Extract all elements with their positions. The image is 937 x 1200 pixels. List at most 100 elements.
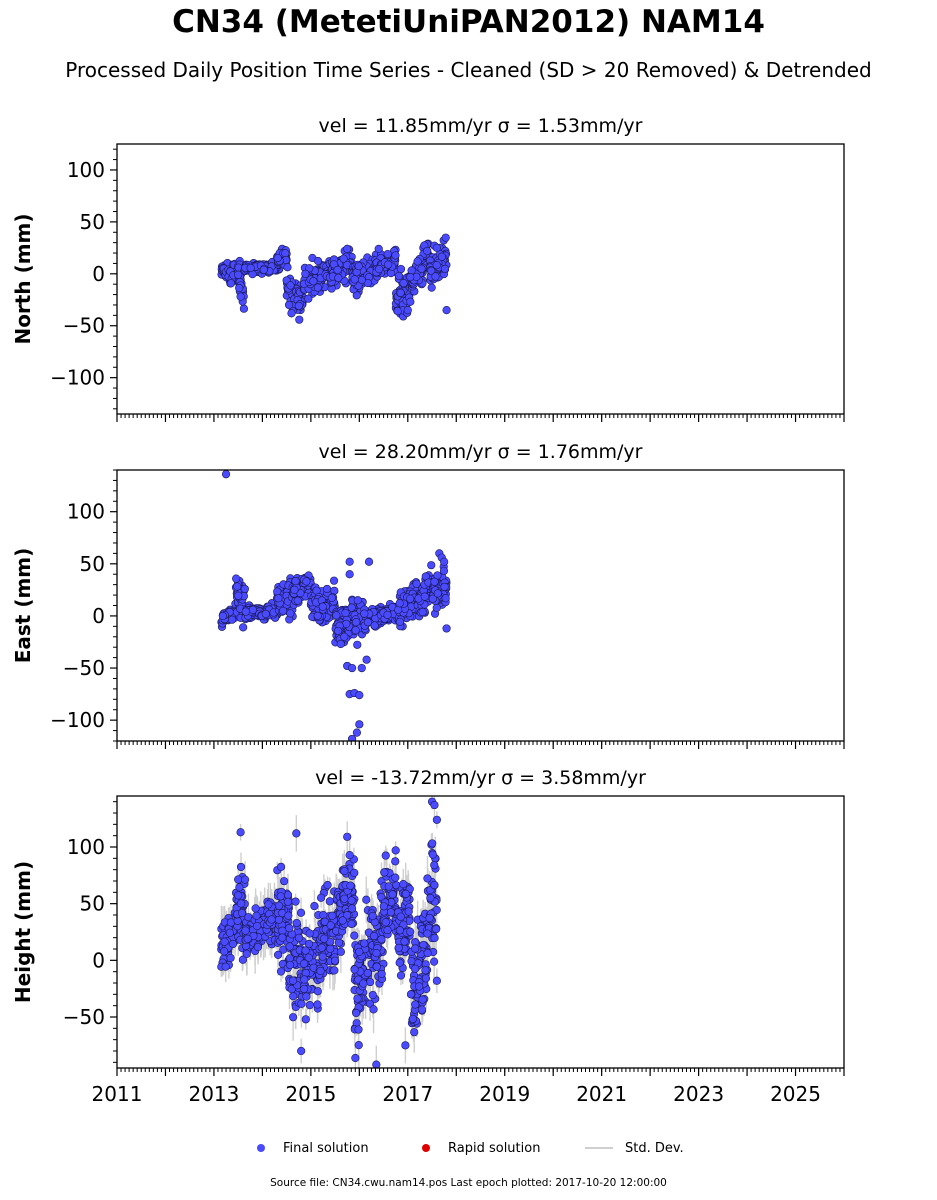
data-point-final	[261, 609, 270, 619]
data-point-final	[407, 266, 416, 275]
data-point-final	[423, 246, 432, 256]
data-point-final	[406, 273, 415, 282]
y-tick-label: −100	[50, 708, 105, 732]
data-point-final	[278, 606, 288, 615]
data-point-final	[403, 306, 412, 315]
data-point-final	[287, 309, 296, 318]
figure-title: CN34 (MetetiUniPAN2012) NAM14	[172, 4, 765, 40]
y-axis-label: East (mm)	[11, 548, 35, 664]
panel-north: −100 −50 0 50 100 vel = 11.85mm/yr σ = 1.53mm…	[11, 115, 845, 422]
data-point-final	[355, 691, 364, 700]
data-point-final	[437, 252, 446, 261]
panel-title: vel = 28.20mm/yr σ = 1.76mm/yr	[319, 441, 643, 463]
plot-area-east	[217, 470, 451, 741]
data-point-final	[293, 596, 302, 605]
data-point-final	[248, 605, 257, 614]
data-point-final	[405, 594, 415, 603]
data-point-final	[281, 249, 290, 258]
data-point-final	[333, 265, 342, 275]
data-point-final	[399, 278, 408, 288]
panel-east: −100 −50 0 50 100 vel = 28.20mm/yr σ = 1.76mm…	[11, 441, 845, 749]
data-point-final	[218, 611, 228, 621]
data-point-final	[234, 270, 243, 279]
data-point-final	[418, 607, 427, 617]
data-point-final	[440, 557, 449, 566]
data-point-final	[351, 626, 360, 635]
data-point-final	[364, 557, 374, 566]
data-point-final	[427, 561, 436, 570]
y-tick-label: 0	[92, 262, 105, 286]
data-point-final	[374, 244, 383, 253]
data-point-final	[318, 602, 327, 611]
y-tick-label: 100	[67, 158, 105, 182]
data-point-final	[290, 585, 299, 594]
y-tick-label: −50	[63, 314, 105, 338]
data-point-final	[226, 279, 236, 288]
data-point-final	[374, 265, 384, 274]
data-point-final	[370, 621, 379, 630]
data-point-final	[431, 272, 440, 281]
data-point-final	[391, 251, 400, 260]
data-point-final	[313, 611, 322, 620]
data-point-final	[430, 577, 439, 586]
data-point-final	[340, 632, 349, 641]
data-point-final	[239, 304, 249, 313]
data-point-final	[240, 584, 249, 594]
data-point-final	[396, 288, 405, 297]
data-point-final	[273, 587, 282, 596]
data-point-final	[343, 244, 352, 253]
data-point-final	[309, 277, 318, 286]
data-point-final	[353, 640, 362, 649]
data-point-final	[352, 728, 362, 737]
data-point-final	[291, 577, 300, 586]
data-point-final	[412, 579, 421, 588]
data-point-final	[284, 300, 294, 310]
data-point-final	[294, 301, 303, 310]
data-point-final	[384, 260, 393, 269]
data-point-final	[239, 623, 248, 632]
data-point-final	[345, 557, 354, 566]
data-point-final	[347, 663, 357, 673]
data-point-final	[395, 617, 405, 627]
data-point-final	[417, 264, 426, 273]
data-point-final	[327, 593, 336, 602]
data-point-final	[432, 243, 441, 252]
data-point-final	[339, 254, 348, 263]
data-point-final	[330, 586, 339, 595]
data-point-final	[322, 584, 332, 594]
data-point-final	[232, 574, 241, 583]
data-point-final	[304, 294, 313, 303]
data-point-final	[383, 610, 392, 620]
data-point-final	[427, 266, 436, 275]
data-point-final	[395, 599, 404, 608]
y-tick-label: −100	[50, 366, 105, 390]
data-point-final	[360, 609, 369, 618]
data-point-final	[440, 264, 450, 273]
data-point-final	[352, 617, 361, 627]
data-point-final	[246, 263, 255, 273]
data-point-final	[441, 594, 450, 603]
plot-area-height	[217, 796, 441, 1068]
data-point-final	[354, 262, 363, 271]
data-point-final	[259, 265, 268, 274]
plot-area-north	[217, 233, 451, 324]
plot-frame	[116, 469, 845, 742]
data-point-final	[286, 609, 295, 618]
data-point-final	[345, 570, 354, 579]
data-point-final	[383, 249, 392, 259]
data-point-final	[355, 720, 364, 729]
data-point-final	[313, 283, 322, 292]
data-point-final	[295, 315, 304, 324]
data-point-final	[334, 273, 343, 283]
data-point-final	[357, 663, 366, 673]
data-point-final	[406, 297, 415, 306]
data-point-final	[334, 626, 343, 636]
data-point-final	[302, 577, 311, 586]
data-point-final	[286, 281, 295, 290]
data-point-final	[234, 591, 243, 600]
data-point-final	[313, 256, 323, 266]
data-point-final	[347, 603, 356, 612]
data-point-final	[235, 283, 244, 293]
data-point-final	[433, 589, 442, 598]
